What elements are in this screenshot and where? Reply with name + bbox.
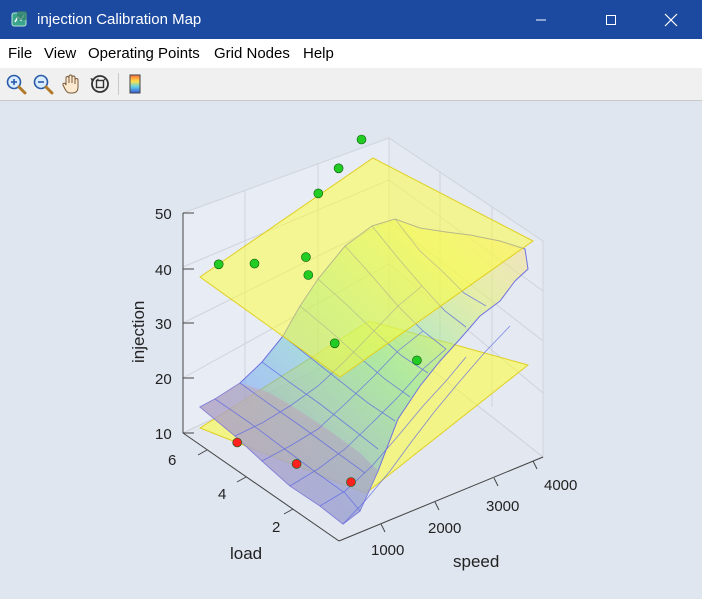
speed-tick-4000: 4000	[544, 477, 577, 494]
z-axis-label: injection	[129, 301, 148, 363]
operating-point-outside[interactable]	[291, 459, 302, 469]
operating-points[interactable]	[213, 134, 422, 487]
pan-hand-icon	[62, 74, 79, 94]
app-icon	[11, 10, 29, 28]
rotate-3d-icon	[90, 75, 109, 93]
operating-point-inside[interactable]	[313, 188, 324, 199]
load-axis-ticks: 6 4 2	[168, 452, 280, 536]
minimize-button[interactable]	[518, 0, 564, 39]
operating-point-inside[interactable]	[329, 338, 340, 349]
load-tick-4: 4	[218, 486, 226, 503]
menu-bar: File View Operating Points Grid Nodes He…	[0, 39, 702, 69]
window-title: injection Calibration Map	[37, 11, 202, 28]
title-bar[interactable]: injection Calibration Map	[0, 0, 702, 39]
z-tick-40: 40	[155, 262, 172, 279]
operating-point-outside[interactable]	[346, 477, 356, 487]
calibration-map-plot[interactable]: 50 40 30 20 10 6 4 2 1000 2000 3000 4000…	[0, 101, 702, 594]
load-axis-label: load	[230, 544, 262, 563]
colorbar-button[interactable]	[122, 71, 148, 97]
toolbar	[0, 68, 702, 101]
axes-lines	[182, 212, 544, 542]
z-tick-20: 20	[155, 371, 172, 388]
close-icon	[664, 13, 678, 26]
minimize-icon	[536, 19, 546, 20]
operating-point-inside[interactable]	[333, 163, 344, 174]
operating-point-inside[interactable]	[412, 355, 422, 366]
colorbar-icon	[129, 74, 141, 94]
z-tick-10: 10	[155, 426, 172, 443]
zoom-in-button[interactable]	[3, 71, 29, 97]
operating-point-inside[interactable]	[303, 270, 314, 280]
z-tick-50: 50	[155, 206, 172, 223]
menu-help[interactable]: Help	[303, 45, 334, 62]
menu-operating-points[interactable]: Operating Points	[88, 45, 200, 62]
z-axis-ticks: 50 40 30 20 10	[155, 206, 172, 443]
load-tick-6: 6	[168, 452, 176, 469]
pan-button[interactable]	[58, 71, 84, 97]
speed-axis-ticks: 1000 2000 3000 4000	[371, 477, 577, 559]
load-tick-2: 2	[272, 519, 280, 536]
speed-tick-1000: 1000	[371, 542, 404, 559]
maximize-icon	[606, 14, 616, 25]
menu-view[interactable]: View	[44, 45, 77, 62]
speed-tick-3000: 3000	[486, 498, 519, 515]
rotate-3d-button[interactable]	[87, 71, 113, 97]
close-button[interactable]	[648, 0, 694, 39]
toolbar-separator	[118, 73, 119, 95]
plot-area[interactable]: 50 40 30 20 10 6 4 2 1000 2000 3000 4000…	[0, 101, 702, 594]
speed-axis-label: speed	[453, 552, 499, 571]
operating-point-inside[interactable]	[249, 258, 260, 269]
operating-point-inside[interactable]	[213, 259, 224, 270]
menu-grid-nodes[interactable]: Grid Nodes	[214, 45, 290, 62]
upper-bound-plane	[199, 157, 534, 378]
menu-file[interactable]: File	[8, 45, 33, 62]
operating-point-inside[interactable]	[301, 252, 311, 262]
zoom-in-icon	[6, 74, 27, 95]
operating-point-inside[interactable]	[356, 134, 367, 145]
z-tick-30: 30	[155, 316, 172, 333]
maximize-button[interactable]	[588, 0, 634, 39]
zoom-out-icon	[33, 74, 54, 95]
operating-point-outside[interactable]	[232, 437, 242, 448]
zoom-out-button[interactable]	[30, 71, 56, 97]
speed-tick-2000: 2000	[428, 520, 461, 537]
